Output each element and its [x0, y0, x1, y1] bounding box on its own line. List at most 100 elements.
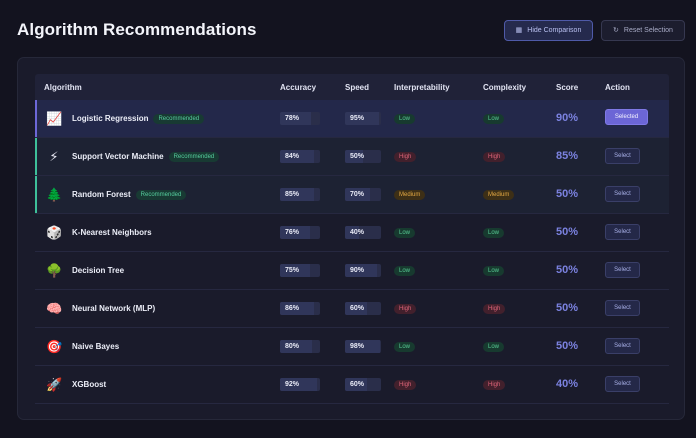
algorithm-name: K-Nearest Neighbors [72, 228, 152, 237]
speed-value: 95% [350, 115, 365, 122]
table-row: 🧠 Neural Network (MLP) 86% 60% High High 50% Se… [35, 290, 669, 328]
target-icon: 🎯 [46, 339, 63, 354]
complexity-badge: High [483, 304, 506, 314]
hide-comparison-button[interactable]: ▦ Hide Comparison [504, 20, 593, 41]
speed-bar: 50% [345, 150, 381, 163]
speed-value: 90% [350, 267, 365, 274]
algorithm-name: XGBoost [72, 380, 106, 389]
complexity-badge: Medium [483, 190, 515, 200]
algorithm-name: Random Forest Recommended [72, 190, 187, 200]
chart-increasing-icon: 📈 [46, 111, 63, 126]
brain-icon: 🧠 [46, 301, 63, 316]
recommended-badge: Recommended [168, 152, 220, 162]
algorithm-name-text: Random Forest [72, 190, 131, 199]
algorithm-name-text: Naive Bayes [72, 342, 120, 351]
interpretability-badge: Low [394, 114, 416, 124]
algorithm-name: Logistic Regression Recommended [72, 114, 205, 124]
score-value: 50% [556, 340, 579, 352]
score-value: 85% [556, 150, 579, 162]
speed-value: 40% [350, 229, 365, 236]
speed-bar: 90% [345, 264, 381, 277]
speed-bar-fill [345, 302, 367, 315]
accuracy-bar: 84% [280, 150, 320, 163]
select-button[interactable]: Select [605, 300, 640, 316]
accuracy-value: 80% [285, 343, 300, 350]
speed-value: 50% [350, 153, 365, 160]
select-button[interactable]: Select [605, 376, 640, 392]
table-icon: ▦ [515, 27, 523, 34]
algorithm-name: Decision Tree [72, 266, 124, 275]
hide-comparison-label: Hide Comparison [527, 27, 582, 34]
speed-bar-fill [345, 150, 363, 163]
accuracy-bar: 85% [280, 188, 320, 201]
complexity-badge: Low [483, 342, 505, 352]
column-header-action: Action [605, 83, 630, 92]
complexity-badge: High [483, 152, 506, 162]
reset-selection-label: Reset Selection [623, 27, 673, 34]
table-row: 🌳 Decision Tree 75% 90% Low Low 50% Select [35, 252, 669, 290]
interpretability-badge: High [394, 152, 417, 162]
table-row: 🌲 Random Forest Recommended 85% 70% Medium Med… [35, 176, 669, 214]
dice-icon: 🎲 [46, 225, 63, 240]
selected-button[interactable]: Selected [605, 109, 648, 125]
table-header: Algorithm Accuracy Speed Interpretabilit… [35, 74, 669, 100]
speed-bar-fill [345, 378, 367, 391]
speed-bar: 40% [345, 226, 381, 239]
accuracy-bar: 92% [280, 378, 320, 391]
interpretability-badge: Low [394, 266, 416, 276]
lightning-icon: ⚡ [49, 149, 59, 164]
accuracy-bar-fill [280, 150, 314, 163]
reset-selection-button[interactable]: ↻ Reset Selection [601, 20, 685, 41]
score-value: 50% [556, 188, 579, 200]
accuracy-bar: 75% [280, 264, 320, 277]
speed-bar: 95% [345, 112, 381, 125]
table-row: 🚀 XGBoost 92% 60% High High 40% Select [35, 366, 669, 404]
speed-value: 60% [350, 381, 365, 388]
table-body: 📈 Logistic Regression Recommended 78% 95% Low… [35, 100, 669, 404]
column-header-interpretability: Interpretability [394, 83, 450, 92]
recommended-badge: Recommended [135, 190, 187, 200]
algorithm-name-text: XGBoost [72, 380, 107, 389]
select-button[interactable]: Select [605, 224, 640, 240]
column-header-complexity: Complexity [483, 83, 527, 92]
speed-bar-fill [345, 226, 360, 239]
speed-bar: 70% [345, 188, 381, 201]
interpretability-badge: High [394, 304, 417, 314]
score-value: 40% [556, 378, 579, 390]
interpretability-badge: Medium [394, 190, 426, 200]
complexity-badge: High [483, 380, 506, 390]
accuracy-bar: 86% [280, 302, 320, 315]
speed-bar-fill [345, 188, 371, 201]
score-value: 50% [556, 264, 579, 276]
complexity-badge: Low [483, 228, 505, 238]
accuracy-value: 76% [285, 229, 300, 236]
page-title: Algorithm Recommendations [17, 20, 257, 39]
accuracy-value: 75% [285, 267, 300, 274]
speed-bar-fill [345, 112, 380, 125]
complexity-badge: Low [483, 266, 505, 276]
column-header-algorithm: Algorithm [44, 83, 82, 92]
speed-bar-fill [345, 340, 381, 353]
accuracy-bar-fill [280, 226, 311, 239]
speed-bar: 60% [345, 378, 381, 391]
select-button[interactable]: Select [605, 148, 640, 164]
refresh-icon: ↻ [613, 27, 619, 34]
rocket-icon: 🚀 [46, 377, 63, 392]
select-button[interactable]: Select [605, 186, 640, 202]
accuracy-bar: 80% [280, 340, 320, 353]
accuracy-bar-fill [280, 264, 310, 277]
select-button[interactable]: Select [605, 338, 640, 354]
table-row: 🎲 K-Nearest Neighbors 76% 40% Low Low 50% Selec… [35, 214, 669, 252]
speed-value: 60% [350, 305, 365, 312]
algorithm-name: Neural Network (MLP) [72, 304, 155, 313]
accuracy-value: 92% [285, 381, 300, 388]
algorithm-name-text: Support Vector Machine [72, 152, 164, 161]
algorithm-name-text: Decision Tree [72, 266, 125, 275]
algorithm-name-text: K-Nearest Neighbors [72, 228, 152, 237]
algorithm-name-text: Neural Network (MLP) [72, 304, 156, 313]
column-header-score: Score [556, 83, 579, 92]
accuracy-value: 85% [285, 191, 300, 198]
complexity-badge: Low [483, 114, 505, 124]
algorithm-name: Naive Bayes [72, 342, 119, 351]
select-button[interactable]: Select [605, 262, 640, 278]
